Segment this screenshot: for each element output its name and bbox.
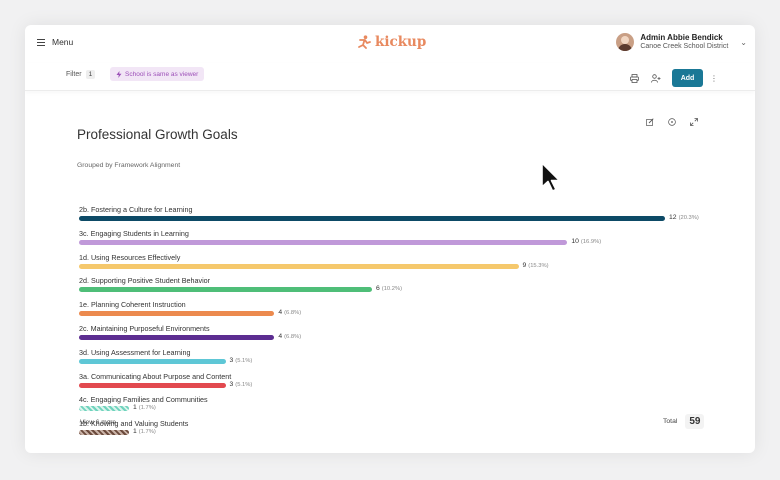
- total-label: Total: [663, 418, 678, 425]
- avatar: [616, 33, 635, 51]
- filter-count-badge: 1: [85, 70, 96, 79]
- group-caption: Grouped by Framework Alignment: [77, 162, 181, 169]
- info-icon[interactable]: [665, 115, 679, 129]
- bar-label: 1b. Knowing and Valuing Students: [79, 419, 189, 429]
- total-value: 59: [685, 414, 705, 429]
- bar-value: 6 (10.2%): [376, 285, 402, 292]
- chip-label: School is same as viewer: [125, 70, 199, 78]
- bar-percent: (6.8%): [284, 334, 302, 340]
- bar: [79, 406, 129, 412]
- kebab-icon[interactable]: ⋮: [710, 73, 718, 83]
- bar-percent: (16.9%): [580, 238, 602, 245]
- bar-value: 3 (5.1%): [230, 357, 253, 364]
- bar-count: 6: [376, 285, 380, 293]
- bar-label: 1e. Planning Coherent Instruction: [79, 300, 186, 310]
- bar-row[interactable]: 3a. Communicating About Purpose and Cont…: [79, 372, 719, 396]
- card-title: Professional Growth Goals: [77, 127, 238, 142]
- bar-percent: (20.3%): [678, 215, 699, 221]
- add-button[interactable]: Add: [672, 69, 703, 87]
- filter-label: Filter: [66, 71, 82, 78]
- printer-icon[interactable]: [626, 71, 642, 85]
- bar-percent: (10.2%): [381, 286, 403, 293]
- bar-value: 1 (1.7%): [133, 404, 156, 411]
- filter-bar: Filter 1 School is same as viewer Add ⋮: [25, 63, 755, 91]
- edit-icon[interactable]: [643, 115, 657, 129]
- bar: [79, 263, 519, 269]
- bar-row[interactable]: 2b. Fostering a Culture for Learning 12 (2…: [79, 205, 719, 229]
- logo-text: kickup: [375, 34, 427, 50]
- bar-percent: (6.8%): [284, 310, 302, 317]
- bar-label: 2b. Fostering a Culture for Learning: [79, 205, 193, 214]
- menu-label: Menu: [52, 37, 74, 47]
- filter-button[interactable]: Filter 1: [66, 70, 96, 79]
- bar-value: 4 (6.8%): [278, 333, 301, 340]
- bar-percent: (1.7%): [138, 429, 156, 436]
- school-filter-chip[interactable]: School is same as viewer: [110, 67, 205, 81]
- bar-count: 10: [571, 237, 579, 245]
- bar: [79, 335, 275, 340]
- bar-value: 1 (1.7%): [133, 428, 156, 435]
- toolbar: Add ⋮: [626, 69, 719, 87]
- bar: [79, 430, 129, 436]
- menu-button[interactable]: Menu: [37, 37, 73, 47]
- kickup-logo[interactable]: kickup: [357, 34, 426, 50]
- bar-row[interactable]: 1d. Using Resources Effectively 9 (15.3%): [79, 253, 719, 277]
- bar-count: 12: [669, 214, 677, 221]
- bar-value: 4 (6.8%): [278, 309, 301, 316]
- view-more-link[interactable]: View 6 more: [80, 419, 117, 426]
- bar-percent: (5.1%): [235, 381, 253, 388]
- bar-percent: (5.1%): [235, 357, 253, 364]
- hamburger-icon: [37, 38, 45, 46]
- bar-row[interactable]: 1b. Knowing and Valuing Students 1 (1.7%): [79, 419, 719, 443]
- bar-count: 4: [278, 309, 283, 317]
- lightning-icon: [116, 70, 122, 78]
- expand-icon[interactable]: [687, 115, 701, 129]
- bar-count: 3: [229, 380, 234, 388]
- bar-label: 3d. Using Assessment for Learning: [79, 347, 191, 357]
- mouse-pointer-icon: [541, 162, 561, 192]
- user-name: Admin Abbie Bendick: [640, 33, 723, 43]
- bar-count: 1: [133, 404, 137, 412]
- bar: [79, 239, 568, 245]
- bar-count: 9: [522, 261, 527, 269]
- bar-label: 1d. Using Resources Effectively: [79, 252, 181, 262]
- bar-row[interactable]: 2d. Supporting Positive Student Behavior…: [79, 276, 719, 300]
- bar-count: 4: [278, 333, 283, 340]
- user-organization: Canoe Creek School District: [640, 42, 729, 50]
- bar-row[interactable]: 1e. Planning Coherent Instruction 4 (6.8%): [79, 300, 719, 324]
- bar-row[interactable]: 2c. Maintaining Purposeful Environments 4…: [79, 324, 719, 348]
- user-menu[interactable]: Admin Abbie Bendick Canoe Creek School D…: [616, 33, 747, 51]
- bar-count: 3: [229, 356, 234, 364]
- bar-count: 1: [133, 428, 137, 436]
- bar-label: 2d. Supporting Positive Student Behavior: [79, 276, 211, 286]
- bar: [79, 287, 372, 293]
- bar-row[interactable]: 4c. Engaging Families and Communities 1 (1…: [79, 395, 719, 419]
- bar-label: 2c. Maintaining Purposeful Environments: [79, 324, 210, 333]
- card-tools: [643, 115, 701, 129]
- bar: [79, 311, 275, 317]
- growth-goals-card: Professional Growth Goals Grouped by Fra…: [49, 105, 731, 436]
- total-summary: Total 59: [663, 414, 705, 429]
- bar-value: 9 (15.3%): [523, 262, 549, 269]
- bar-row[interactable]: 3c. Engaging Students in Learning 10 (16.9…: [79, 229, 719, 253]
- add-person-icon[interactable]: [648, 71, 664, 85]
- bar-value: 3 (5.1%): [230, 381, 253, 388]
- bar-percent: (1.7%): [138, 405, 156, 412]
- chevron-down-icon[interactable]: ⌄: [740, 37, 747, 47]
- bar-percent: (15.3%): [528, 262, 549, 269]
- bar-row[interactable]: 3d. Using Assessment for Learning 3 (5.1%): [79, 348, 719, 372]
- app-window: Menu kickup Admin Abbie Bendick Canoe Cr…: [25, 25, 755, 453]
- bar-value: 12 (20.3%): [669, 214, 699, 221]
- bar-value: 10 (16.9%): [571, 238, 601, 245]
- bar: [79, 358, 226, 364]
- bar: [79, 382, 226, 388]
- bar-label: 4c. Engaging Families and Communities: [79, 395, 208, 405]
- bar-label: 3a. Communicating About Purpose and Cont…: [79, 371, 232, 381]
- kickup-logo-icon: [358, 35, 371, 49]
- bar: [79, 216, 665, 221]
- bar-label: 3c. Engaging Students in Learning: [79, 228, 189, 238]
- top-navigation: Menu kickup Admin Abbie Bendick Canoe Cr…: [25, 25, 755, 63]
